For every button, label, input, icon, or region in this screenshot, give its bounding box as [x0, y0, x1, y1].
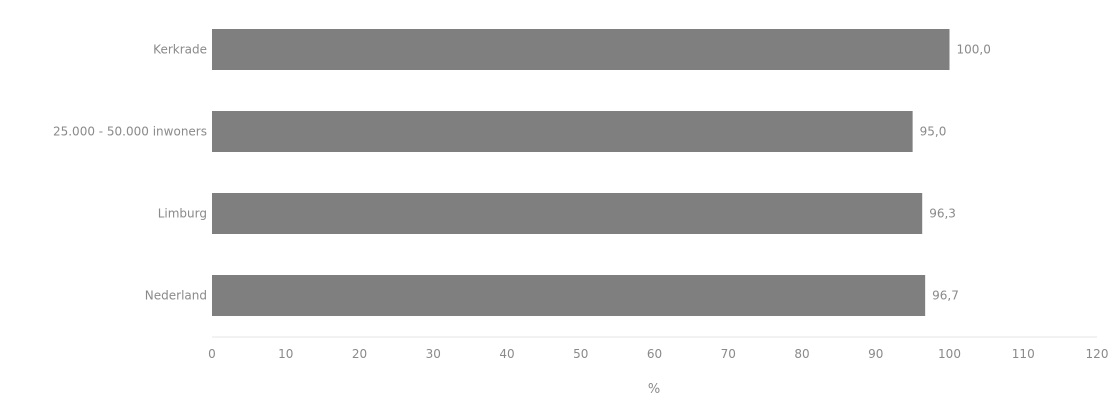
category-label: Limburg — [158, 207, 207, 221]
x-tick-label: 60 — [647, 347, 662, 361]
bar — [212, 275, 926, 316]
x-tick-label: 50 — [573, 347, 588, 361]
value-label: 96,3 — [929, 207, 956, 221]
value-labels-group: 100,0 95,0 96,3 96,7 — [920, 43, 991, 303]
x-tick-label: 40 — [499, 347, 514, 361]
bar — [212, 111, 913, 152]
x-tick-label: 70 — [721, 347, 736, 361]
x-tick-labels-group: 0 10 20 30 40 50 60 70 80 90 100 110 120 — [208, 347, 1108, 361]
x-tick-label: 0 — [208, 347, 216, 361]
x-tick-label: 120 — [1086, 347, 1109, 361]
category-label: Nederland — [145, 289, 207, 303]
x-tick-label: 10 — [278, 347, 293, 361]
x-axis-title: % — [648, 382, 660, 397]
x-tick-label: 20 — [352, 347, 367, 361]
value-label: 100,0 — [957, 43, 991, 57]
x-tick-label: 30 — [426, 347, 441, 361]
x-tick-label: 110 — [1012, 347, 1035, 361]
category-labels-group: Kerkrade 25.000 - 50.000 inwoners Limburg N… — [53, 43, 207, 303]
value-label: 96,7 — [932, 289, 959, 303]
x-tick-label: 100 — [938, 347, 961, 361]
value-label: 95,0 — [920, 125, 947, 139]
bars-group — [212, 29, 950, 316]
category-label: 25.000 - 50.000 inwoners — [53, 125, 207, 139]
x-tick-label: 90 — [868, 347, 883, 361]
bar — [212, 193, 923, 234]
bar — [212, 29, 950, 70]
category-label: Kerkrade — [153, 43, 207, 57]
x-tick-label: 80 — [794, 347, 809, 361]
